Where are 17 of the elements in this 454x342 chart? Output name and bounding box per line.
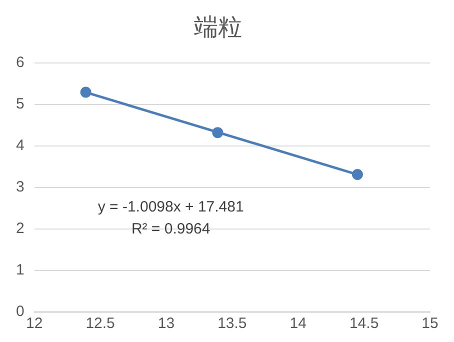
x-tick-label: 12.5 bbox=[86, 315, 115, 332]
x-tick-label: 13.5 bbox=[218, 315, 247, 332]
annotation: y = -1.0098x + 17.481 bbox=[98, 198, 244, 216]
y-tick-label: 5 bbox=[16, 95, 24, 112]
y-tick-label: 2 bbox=[16, 220, 24, 238]
y-tick-label: 0 bbox=[16, 303, 24, 320]
y-tick-label: 6 bbox=[16, 54, 24, 71]
x-tick-label: 14.5 bbox=[349, 315, 379, 332]
y-tick-label: 4 bbox=[16, 137, 24, 154]
y-tick-label: 3 bbox=[16, 178, 24, 196]
x-tick-label: 14 bbox=[290, 315, 306, 332]
x-tick-label: 13 bbox=[158, 315, 175, 332]
x-tick-label: 15 bbox=[422, 315, 438, 332]
y-tick-label: 1 bbox=[16, 262, 24, 279]
x-tick-label: 12 bbox=[26, 315, 43, 332]
annotation: R² = 0.9964 bbox=[131, 220, 210, 238]
chart-title: 端粒 bbox=[194, 14, 242, 42]
